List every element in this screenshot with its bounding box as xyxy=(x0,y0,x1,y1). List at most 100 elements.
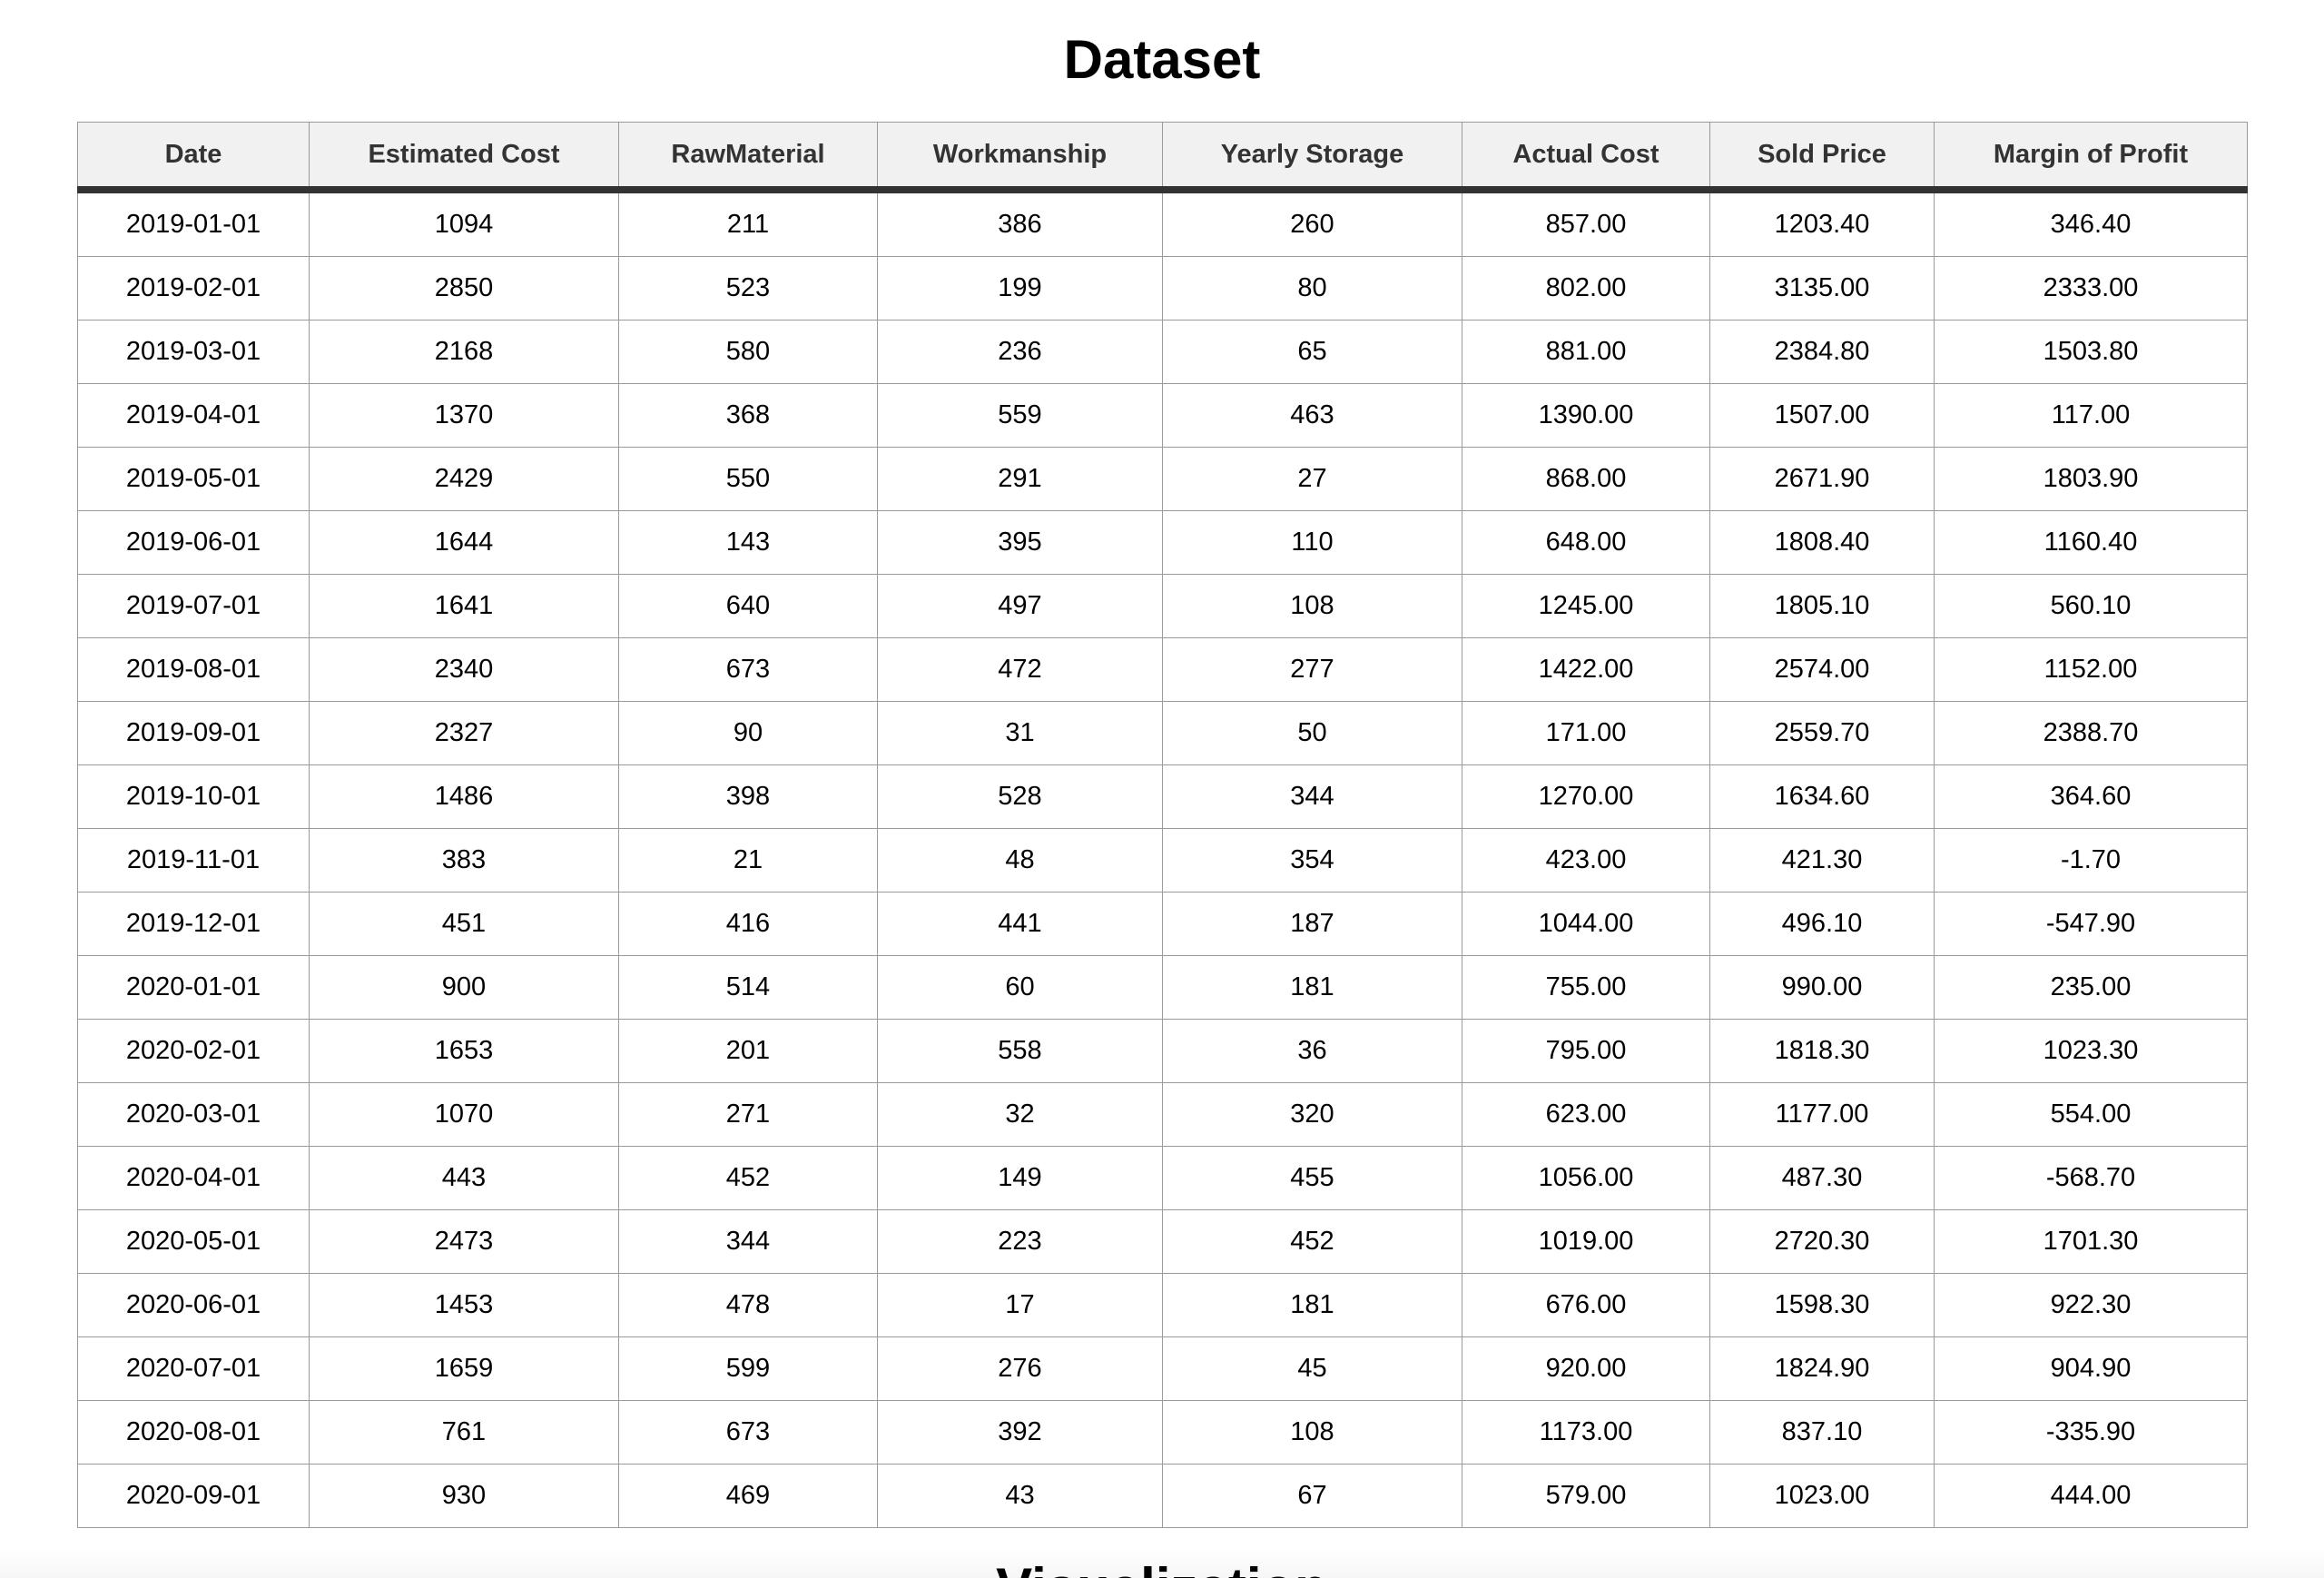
table-cell: 761 xyxy=(309,1400,619,1465)
table-row: 2020-06-01 1453 478 17 181 676.00 1598.30 922.3… xyxy=(77,1273,2248,1337)
table-cell: 143 xyxy=(618,510,878,575)
table-cell: 181 xyxy=(1162,1273,1462,1337)
table-cell: 1805.10 xyxy=(1709,574,1935,638)
table-cell: 904.90 xyxy=(1934,1336,2248,1401)
table-cell: 560.10 xyxy=(1934,574,2248,638)
table-cell: 452 xyxy=(1162,1209,1462,1274)
table-cell: 2019-03-01 xyxy=(77,320,310,384)
table-cell: 2020-08-01 xyxy=(77,1400,310,1465)
table-cell: 48 xyxy=(877,828,1163,893)
table-cell: 2019-08-01 xyxy=(77,637,310,702)
column-header: Actual Cost xyxy=(1462,122,1710,193)
table-cell: 65 xyxy=(1162,320,1462,384)
table-cell: 1486 xyxy=(309,764,619,829)
table-cell: 346.40 xyxy=(1934,189,2248,257)
table-cell: 2850 xyxy=(309,256,619,321)
table-cell: 2019-01-01 xyxy=(77,189,310,257)
table-cell: 2384.80 xyxy=(1709,320,1935,384)
column-header: RawMaterial xyxy=(618,122,878,193)
table-cell: 2020-04-01 xyxy=(77,1146,310,1210)
table-cell: 1653 xyxy=(309,1019,619,1083)
table-cell: 1160.40 xyxy=(1934,510,2248,575)
table-cell: 1094 xyxy=(309,189,619,257)
table-cell: 2019-09-01 xyxy=(77,701,310,765)
table-cell: 441 xyxy=(877,892,1163,956)
table-cell: 383 xyxy=(309,828,619,893)
table-cell: 528 xyxy=(877,764,1163,829)
table-cell: 2019-02-01 xyxy=(77,256,310,321)
table-cell: 2020-06-01 xyxy=(77,1273,310,1337)
table-cell: 2019-05-01 xyxy=(77,447,310,511)
table-cell: 171.00 xyxy=(1462,701,1710,765)
table-cell: 1808.40 xyxy=(1709,510,1935,575)
table-cell: 1370 xyxy=(309,383,619,448)
column-header: Margin of Profit xyxy=(1934,122,2248,193)
table-cell: 2020-02-01 xyxy=(77,1019,310,1083)
table-cell: 276 xyxy=(877,1336,1163,1401)
table-row: 2020-05-01 2473 344 223 452 1019.00 2720.30 170… xyxy=(77,1209,2248,1274)
table-cell: 558 xyxy=(877,1019,1163,1083)
table-row: 2019-08-01 2340 673 472 277 1422.00 2574.00 115… xyxy=(77,637,2248,702)
table-cell: 455 xyxy=(1162,1146,1462,1210)
table-cell: 2019-11-01 xyxy=(77,828,310,893)
table-row: 2019-12-01 451 416 441 187 1044.00 496.10 -547.… xyxy=(77,892,2248,956)
table-cell: 1173.00 xyxy=(1462,1400,1710,1465)
column-header: Workmanship xyxy=(877,122,1163,193)
table-cell: 868.00 xyxy=(1462,447,1710,511)
table-cell: 2473 xyxy=(309,1209,619,1274)
table-cell: 469 xyxy=(618,1464,878,1528)
table-cell: 260 xyxy=(1162,189,1462,257)
table-cell: 187 xyxy=(1162,892,1462,956)
column-header: Estimated Cost xyxy=(309,122,619,193)
table-row: 2019-06-01 1644 143 395 110 648.00 1808.40 1160… xyxy=(77,510,2248,575)
table-cell: 472 xyxy=(877,637,1163,702)
table-cell: 900 xyxy=(309,955,619,1020)
table-cell: 344 xyxy=(618,1209,878,1274)
table-cell: 2340 xyxy=(309,637,619,702)
table-cell: 1056.00 xyxy=(1462,1146,1710,1210)
table-body: 2019-01-01 1094 211 386 260 857.00 1203.40 346.… xyxy=(77,189,2248,1528)
table-cell: 90 xyxy=(618,701,878,765)
table-row: 2019-07-01 1641 640 497 108 1245.00 1805.10 560… xyxy=(77,574,2248,638)
table-cell: 21 xyxy=(618,828,878,893)
table-cell: 2019-12-01 xyxy=(77,892,310,956)
table-cell: 108 xyxy=(1162,574,1462,638)
table-cell: 1453 xyxy=(309,1273,619,1337)
table-row: 2019-04-01 1370 368 559 463 1390.00 1507.00 117… xyxy=(77,383,2248,448)
table-cell: 31 xyxy=(877,701,1163,765)
table-row: 2019-02-01 2850 523 199 80 802.00 3135.00 2333.… xyxy=(77,256,2248,321)
table-cell: 421.30 xyxy=(1709,828,1935,893)
table-cell: 416 xyxy=(618,892,878,956)
table-cell: 451 xyxy=(309,892,619,956)
table-cell: 676.00 xyxy=(1462,1273,1710,1337)
table-cell: 211 xyxy=(618,189,878,257)
table-cell: 201 xyxy=(618,1019,878,1083)
table-cell: 1070 xyxy=(309,1082,619,1147)
table-cell: 2388.70 xyxy=(1934,701,2248,765)
table-cell: 17 xyxy=(877,1273,1163,1337)
table-cell: 550 xyxy=(618,447,878,511)
table-cell: 1644 xyxy=(309,510,619,575)
table-cell: 497 xyxy=(877,574,1163,638)
table-cell: 3135.00 xyxy=(1709,256,1935,321)
table-cell: 478 xyxy=(618,1273,878,1337)
section-divider xyxy=(0,1548,2324,1578)
table-cell: -335.90 xyxy=(1934,1400,2248,1465)
table-cell: 392 xyxy=(877,1400,1163,1465)
table-cell: 802.00 xyxy=(1462,256,1710,321)
dataset-table: Date Estimated Cost RawMaterial Workmanship… xyxy=(77,122,2248,1528)
table-cell: 2020-05-01 xyxy=(77,1209,310,1274)
table-cell: 2429 xyxy=(309,447,619,511)
table-cell: 930 xyxy=(309,1464,619,1528)
table-cell: 67 xyxy=(1162,1464,1462,1528)
table-cell: 2019-10-01 xyxy=(77,764,310,829)
table-cell: 1152.00 xyxy=(1934,637,2248,702)
table-cell: 755.00 xyxy=(1462,955,1710,1020)
table-cell: 922.30 xyxy=(1934,1273,2248,1337)
table-row: 2020-09-01 930 469 43 67 579.00 1023.00 444.00 xyxy=(77,1464,2248,1528)
table-cell: 2671.90 xyxy=(1709,447,1935,511)
table-cell: 554.00 xyxy=(1934,1082,2248,1147)
table-cell: 2168 xyxy=(309,320,619,384)
column-header: Sold Price xyxy=(1709,122,1935,193)
table-cell: 223 xyxy=(877,1209,1163,1274)
